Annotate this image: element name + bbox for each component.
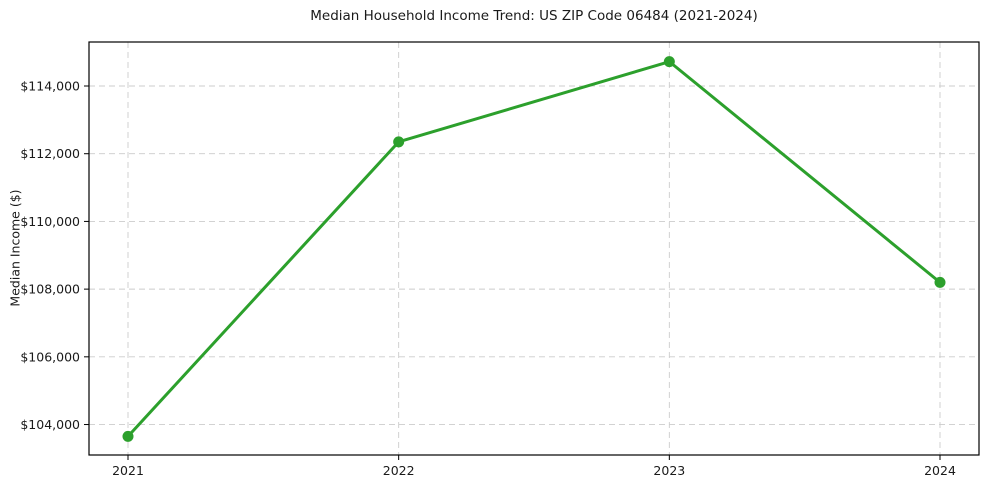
plot-frame [88,41,980,456]
data-point [663,56,675,68]
y-tick-label: $106,000 [20,349,80,364]
y-tick-label: $104,000 [20,417,80,432]
plot-area [89,42,979,455]
chart-title: Median Household Income Trend: US ZIP Co… [310,8,758,24]
data-point [393,136,405,148]
y-tick-label: $108,000 [20,282,80,297]
y-tick-label: $112,000 [20,146,80,161]
x-tick-label: 2023 [653,463,685,478]
x-tick-label: 2021 [112,463,144,478]
trend-line [126,60,942,438]
data-point [934,276,946,288]
x-tick-label: 2022 [383,463,415,478]
y-tick-label: $114,000 [20,79,80,94]
y-tick-label: $110,000 [20,214,80,229]
x-tick-label: 2024 [924,463,956,478]
data-point [122,430,134,442]
